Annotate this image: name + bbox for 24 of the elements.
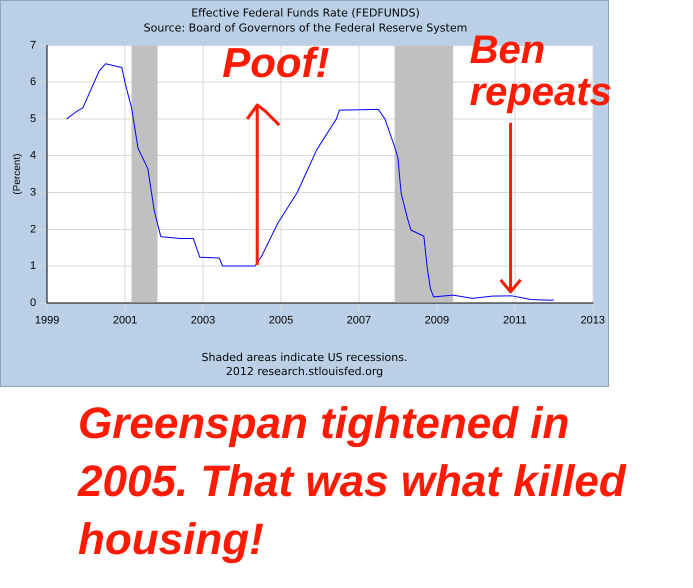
y-tick-label: 7 — [30, 39, 36, 52]
x-tick-label: 2009 — [424, 314, 450, 326]
text: Greenspan tightened in 2005. That was what killed housing! — [78, 398, 628, 566]
y-tick-label: 5 — [30, 112, 36, 125]
x-tick-label: 2007 — [346, 314, 372, 326]
x-tick-label: 2001 — [112, 314, 138, 326]
y-tick-label: 0 — [30, 296, 36, 309]
annotation: Ben repeats — [470, 28, 613, 114]
chart-subtitle: Source: Board of Governors of the Federal Reserve System — [144, 22, 468, 35]
text: Shaded areas indicate US recessions. — [200, 351, 408, 364]
y-tick-label: 3 — [30, 186, 36, 199]
y-tick-label: 6 — [30, 76, 36, 88]
x-tick-label: 2005 — [268, 314, 294, 326]
annotation: Poof! — [222, 39, 330, 88]
y-tick-label: 4 — [30, 150, 36, 162]
chart-title: Effective Federal Funds Rate (FEDFUNDS) — [191, 6, 420, 20]
x-tick-label: 1999 — [34, 314, 60, 326]
text: 2012 research.stlouisfed.org — [224, 365, 384, 378]
x-tick-label: 2003 — [190, 314, 216, 326]
y-axis-title: (Percent) — [12, 154, 23, 195]
y-tick-label: 2 — [30, 223, 36, 236]
x-tick-label: 2013 — [580, 314, 606, 326]
x-tick-label: 2011 — [502, 314, 527, 326]
y-tick-label: 1 — [30, 260, 36, 272]
